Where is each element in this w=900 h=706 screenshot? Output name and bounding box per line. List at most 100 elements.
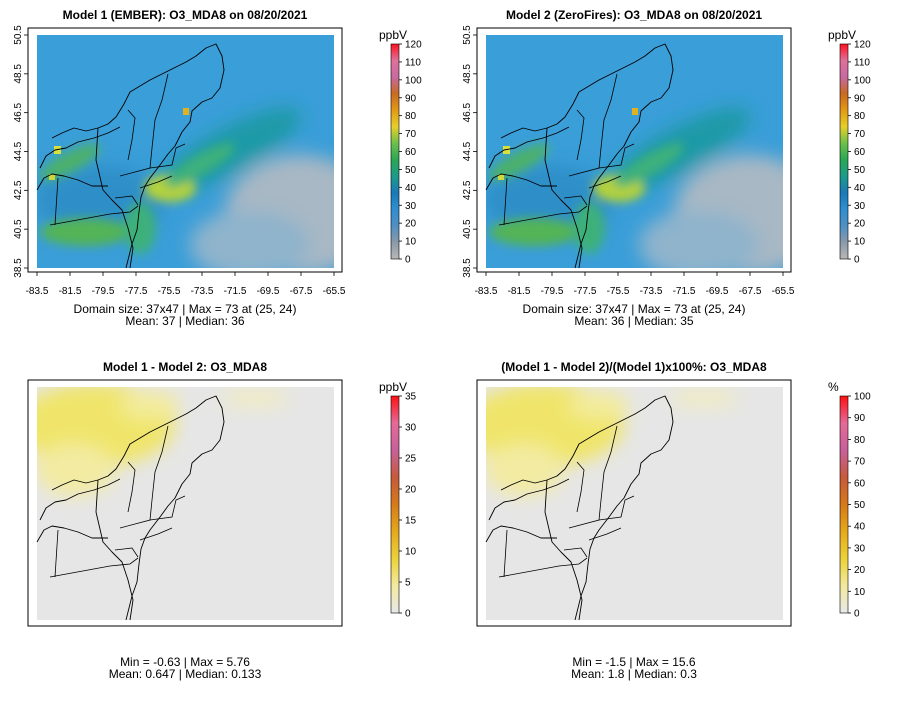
colorbar: % 0 10 20 30 40 50 60 70 80 90 100 [828, 380, 871, 620]
basemap-outline [36, 43, 225, 269]
heatmap-field [486, 35, 783, 268]
plot-frame [476, 27, 792, 273]
x-tick-label: -79.5 [541, 286, 564, 297]
stats-line-1: Domain size: 37x47 | Max = 73 at (25, 24… [523, 302, 746, 316]
y-tick-label: 40.5 [462, 219, 473, 239]
x-tick-label: -83.5 [475, 286, 498, 297]
colorbar-tick-label: 100 [405, 75, 422, 86]
colorbar-tick-label: 50 [854, 165, 866, 176]
colorbar-tick-label: 20 [854, 565, 866, 576]
x-tick-label: -65.5 [772, 286, 795, 297]
plot-frame [27, 27, 343, 273]
x-tick-label: -69.5 [257, 286, 280, 297]
panel-title: Model 1 - Model 2: O3_MDA8 [103, 360, 267, 374]
x-tick-label: -81.5 [59, 286, 82, 297]
colorbar-unit-label: % [828, 380, 839, 394]
basemap-outline [36, 395, 225, 621]
y-tick-label: 48.5 [462, 64, 473, 84]
x-tick-label: -77.5 [125, 286, 148, 297]
y-tick-label: 42.5 [462, 180, 473, 200]
panel-title: Model 2 (ZeroFires): O3_MDA8 on 08/20/20… [506, 8, 762, 22]
colorbar-tick-label: 90 [405, 93, 417, 104]
colorbar-tick-label: 90 [854, 413, 866, 424]
colorbar-tick-label: 60 [405, 147, 417, 158]
colorbar-unit-label: ppbV [379, 28, 407, 42]
colorbar-tick-label: 70 [854, 129, 866, 140]
x-axis: -83.5 -81.5 -79.5 -77.5 -75.5 -73.5 -71.5 -69.5… [475, 272, 795, 297]
stats-line-2: Mean: 37 | Median: 36 [125, 314, 245, 328]
colorbar-tick-label: 80 [405, 111, 417, 122]
colorbar-tick-label: 40 [854, 183, 866, 194]
panel-percent-difference: (Model 1 - Model 2)/(Model 1)x100%: O3_M… [476, 360, 871, 681]
colorbar-tick-label: 50 [405, 165, 417, 176]
heatmap-field [486, 387, 783, 620]
stats-line-1: Min = -1.5 | Max = 15.6 [572, 655, 696, 669]
x-tick-label: -75.5 [607, 286, 630, 297]
y-tick-label: 50.5 [13, 25, 24, 45]
colorbar-tick-label: 5 [405, 578, 411, 589]
colorbar-tick-label: 90 [854, 93, 866, 104]
colorbar-tick-label: 10 [854, 237, 866, 248]
colorbar-tick-label: 10 [405, 237, 417, 248]
colorbar-tick-label: 100 [854, 392, 871, 403]
x-axis: -83.5 -81.5 -79.5 -77.5 -75.5 -73.5 -71.5 -69.5… [26, 272, 346, 297]
colorbar: ppbV 0 10 20 30 40 50 60 70 80 90 100 110 120 [379, 28, 422, 266]
x-tick-label: -81.5 [508, 286, 531, 297]
colorbar-tick-label: 60 [854, 147, 866, 158]
heatmap-field [37, 387, 334, 620]
colorbar-tick-label: 10 [854, 587, 866, 598]
colorbar-tick-label: 40 [405, 183, 417, 194]
x-tick-label: -79.5 [92, 286, 115, 297]
colorbar-tick-label: 80 [854, 435, 866, 446]
x-tick-label: -65.5 [323, 286, 346, 297]
colorbar-tick-label: 0 [405, 255, 411, 266]
colorbar: ppbV 0 5 10 15 20 25 30 35 [379, 380, 417, 620]
colorbar-tick-label: 25 [405, 454, 417, 465]
colorbar-tick-label: 0 [405, 609, 411, 620]
y-tick-label: 44.5 [462, 141, 473, 161]
panel-difference: Model 1 - Model 2: O3_MDA8 ppbV 0 5 10 15 [27, 360, 417, 681]
colorbar-tick-label: 30 [854, 201, 866, 212]
colorbar-tick-label: 35 [405, 392, 417, 403]
colorbar-unit-label: ppbV [379, 380, 407, 394]
x-tick-label: -73.5 [640, 286, 663, 297]
heatmap-field [37, 35, 334, 268]
y-tick-label: 46.5 [462, 102, 473, 122]
colorbar-tick-label: 120 [405, 40, 422, 51]
colorbar-unit-label: ppbV [828, 28, 856, 42]
colorbar-tick-label: 110 [854, 57, 870, 68]
plot-frame [476, 379, 792, 627]
panel-model2: Model 2 (ZeroFires): O3_MDA8 on 08/20/20… [462, 8, 871, 328]
y-tick-label: 38.5 [462, 258, 473, 278]
panel-title: (Model 1 - Model 2)/(Model 1)x100%: O3_M… [501, 360, 767, 374]
colorbar-tick-label: 30 [405, 201, 417, 212]
colorbar-tick-label: 70 [854, 457, 866, 468]
colorbar-ramp [839, 395, 849, 614]
y-axis: 38.5 40.5 42.5 44.5 46.5 48.5 50.5 [13, 25, 28, 278]
x-tick-label: -71.5 [673, 286, 696, 297]
y-tick-label: 40.5 [13, 219, 24, 239]
colorbar-ramp [839, 43, 849, 260]
x-tick-label: -67.5 [739, 286, 762, 297]
stats-line-2: Mean: 1.8 | Median: 0.3 [571, 667, 697, 681]
stats-line-2: Mean: 36 | Median: 35 [574, 314, 694, 328]
colorbar-ramp [390, 395, 400, 614]
colorbar-tick-label: 0 [854, 609, 860, 620]
basemap-outline [485, 395, 674, 621]
colorbar: ppbV 0 10 20 30 40 50 60 70 80 90 100 110 120 [828, 28, 871, 266]
colorbar-tick-label: 20 [405, 485, 417, 496]
colorbar-ramp [390, 43, 400, 260]
colorbar-tick-label: 10 [405, 547, 417, 558]
colorbar-tick-label: 30 [854, 543, 866, 554]
panel-model1: Model 1 (EMBER): O3_MDA8 on 08/20/2021 [13, 8, 422, 328]
x-tick-label: -75.5 [158, 286, 181, 297]
x-tick-label: -69.5 [706, 286, 729, 297]
panel-title: Model 1 (EMBER): O3_MDA8 on 08/20/2021 [63, 8, 308, 22]
x-tick-label: -83.5 [26, 286, 49, 297]
colorbar-tick-label: 40 [854, 522, 866, 533]
colorbar-tick-label: 80 [854, 111, 866, 122]
colorbar-tick-label: 15 [405, 516, 417, 527]
basemap-outline [485, 43, 674, 269]
y-tick-label: 44.5 [13, 141, 24, 161]
